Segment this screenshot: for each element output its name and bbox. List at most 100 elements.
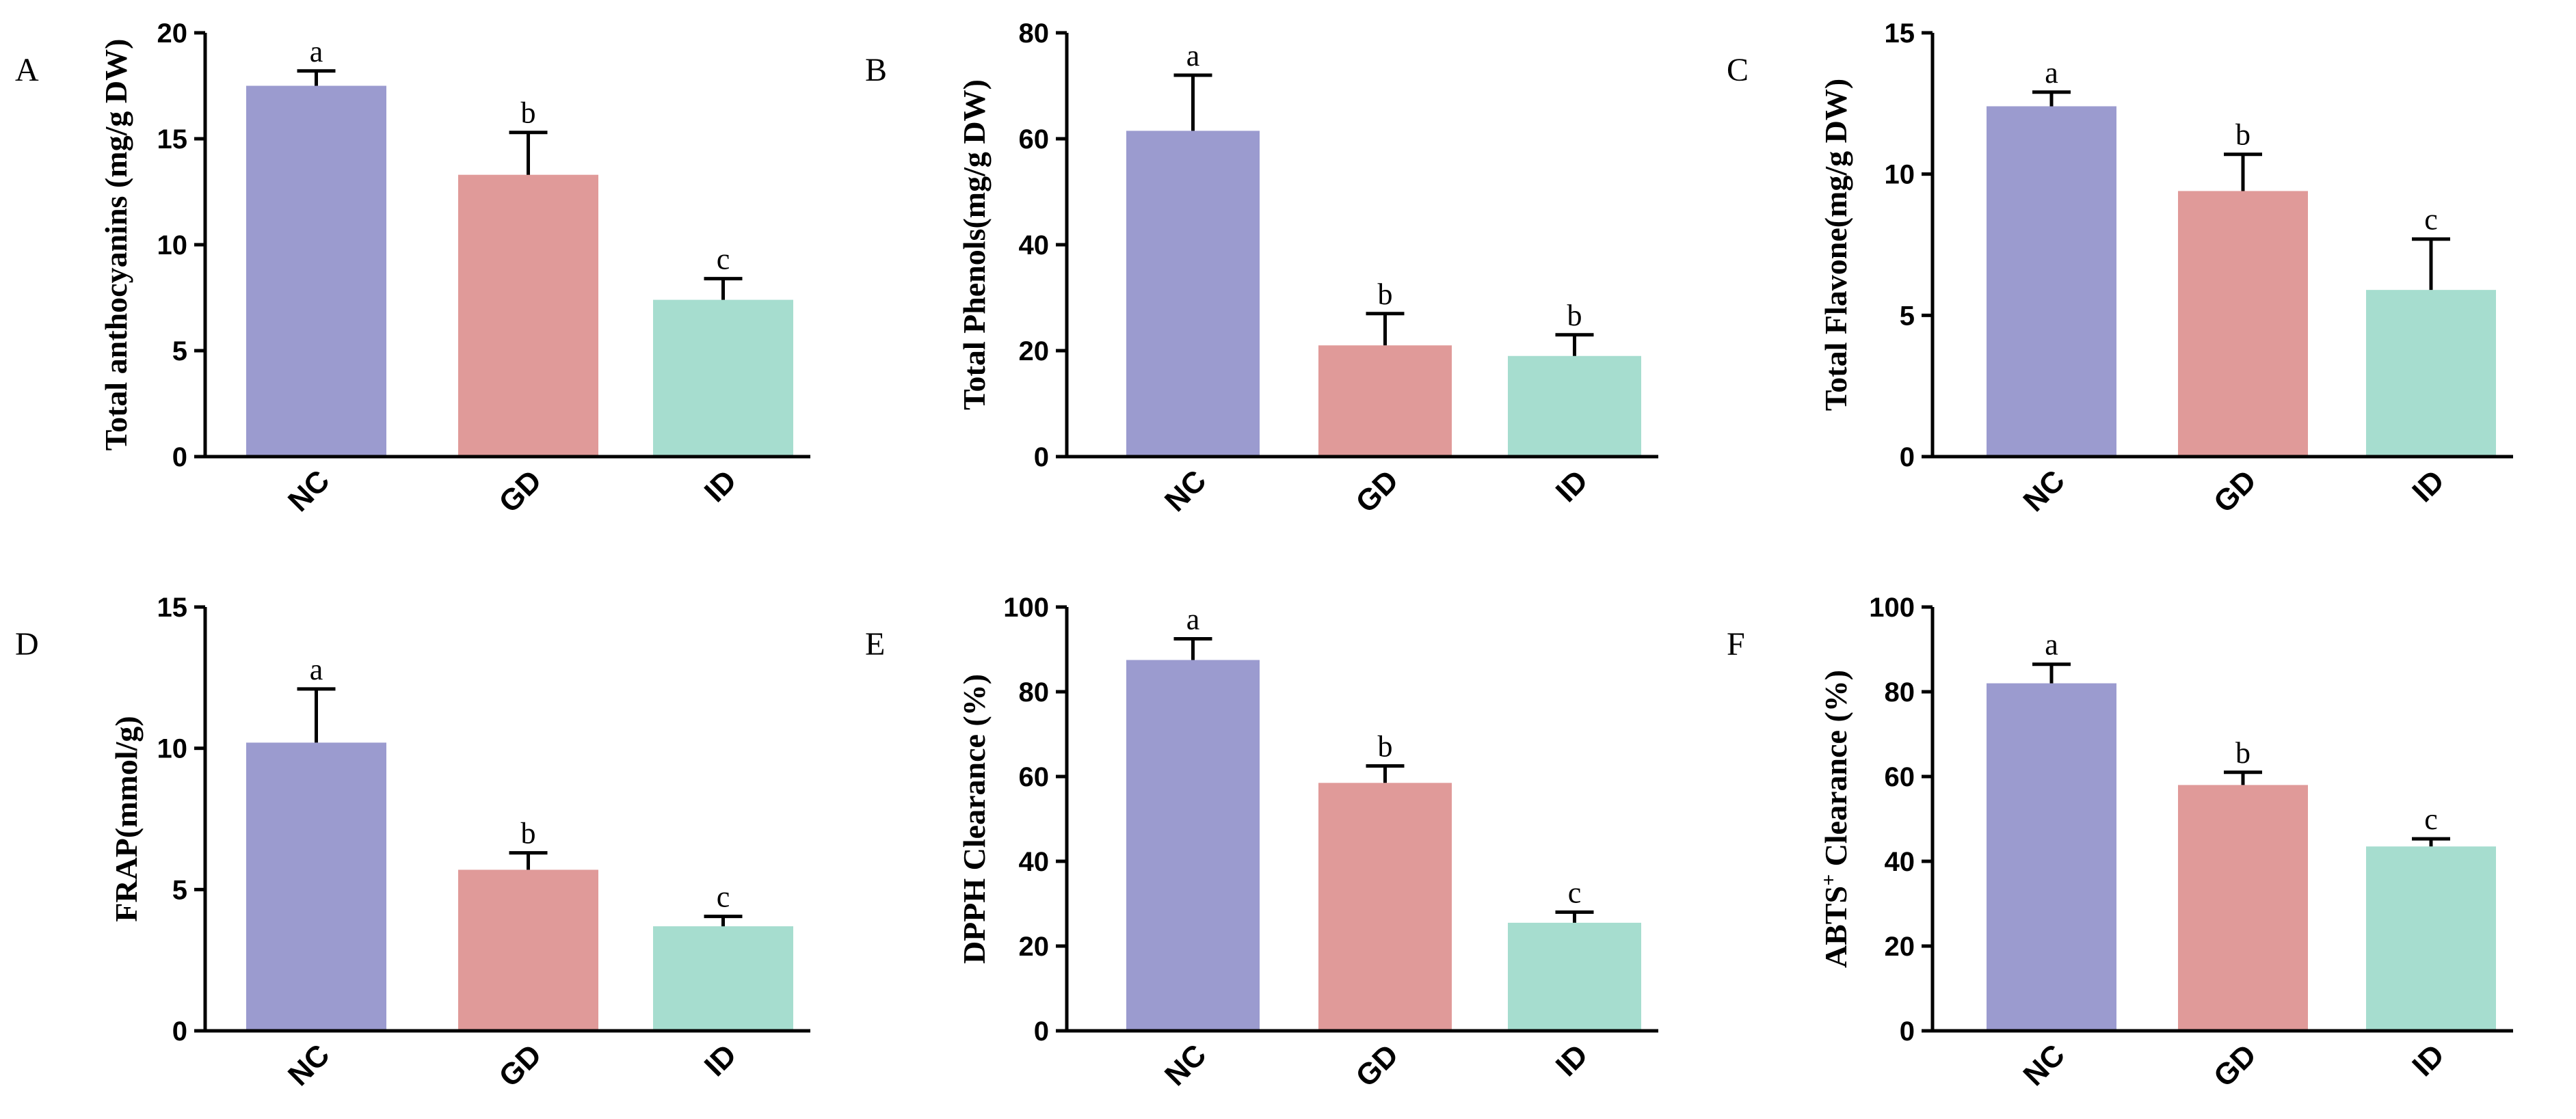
x-tick-label-nc: NC <box>1158 463 1213 518</box>
y-tick-label: 15 <box>157 593 188 623</box>
significance-label-id: c <box>2424 203 2438 237</box>
x-tick-label-id: ID <box>698 463 743 509</box>
bar-nc <box>246 742 386 1031</box>
y-tick-label: 20 <box>1019 932 1050 962</box>
bar-id <box>1508 922 1641 1031</box>
x-tick-label-gd: GD <box>1349 463 1405 519</box>
significance-label-nc: a <box>1186 39 1200 72</box>
error-bar-nc <box>1173 637 1212 660</box>
panel-letter: D <box>15 626 39 662</box>
x-tick-label-nc: NC <box>2017 1038 2071 1092</box>
y-tick-label: 0 <box>172 1016 187 1047</box>
y-tick-label: 0 <box>1034 1016 1049 1047</box>
y-tick-label: 100 <box>1869 593 1915 623</box>
x-tick-label-id: ID <box>2406 1038 2451 1083</box>
error-bar-nc <box>1173 73 1212 131</box>
x-tick-label-nc: NC <box>2017 463 2071 518</box>
y-tick-label: 20 <box>1885 932 1915 962</box>
error-bar-nc <box>297 687 336 743</box>
significance-label-gd: b <box>1378 730 1393 764</box>
y-axis-title: FRAP(mmol/g) <box>109 716 144 921</box>
panel-letter: A <box>15 52 39 88</box>
x-tick-label-id: ID <box>1550 463 1595 509</box>
error-bar-id <box>704 277 743 300</box>
panel-letter: B <box>865 52 887 88</box>
bar-nc <box>1987 106 2116 457</box>
significance-label-id: c <box>1568 876 1582 909</box>
significance-label-gd: b <box>1378 278 1393 311</box>
error-bar-id <box>1555 333 1594 356</box>
y-tick-label: 40 <box>1019 847 1050 877</box>
significance-label-id: b <box>1567 299 1582 332</box>
error-bar-nc <box>297 69 336 86</box>
error-bar-gd <box>509 851 548 870</box>
bar-gd <box>2178 785 2308 1031</box>
significance-label-gd: b <box>2235 736 2250 770</box>
y-tick-label: 100 <box>1003 593 1049 623</box>
bar-gd <box>2178 191 2308 457</box>
y-tick-label: 10 <box>157 230 188 260</box>
significance-label-nc: a <box>2045 628 2058 662</box>
error-bar-id <box>704 915 743 927</box>
error-bar-gd <box>2224 770 2262 785</box>
y-tick-label: 40 <box>1019 230 1050 260</box>
y-tick-label: 20 <box>1019 336 1050 366</box>
y-tick-label: 15 <box>157 124 188 154</box>
significance-label-gd: b <box>521 817 536 850</box>
x-tick-label-nc: NC <box>282 463 336 518</box>
bar-nc <box>1126 131 1260 457</box>
significance-label-nc: a <box>2045 56 2058 90</box>
y-axis-title: Total Phenols(mg/g DW) <box>957 79 992 410</box>
y-tick-label: 60 <box>1019 124 1050 154</box>
y-axis-title: ABTS+ Clearance (%) <box>1818 670 1854 968</box>
bar-id <box>2366 290 2496 457</box>
bar-gd <box>1318 345 1452 457</box>
x-tick-label-gd: GD <box>2207 1038 2263 1093</box>
y-tick-label: 80 <box>1885 677 1915 707</box>
significance-label-gd: b <box>521 96 536 130</box>
significance-label-id: c <box>2424 803 2438 836</box>
x-tick-label-id: ID <box>2406 463 2451 509</box>
x-tick-label-nc: NC <box>1158 1038 1213 1092</box>
bar-gd <box>458 869 598 1031</box>
y-tick-label: 60 <box>1019 762 1050 792</box>
y-tick-label: 20 <box>157 18 188 49</box>
y-axis-title: DPPH Clearance (%) <box>957 674 992 964</box>
panel-letter: F <box>1727 626 1745 662</box>
y-axis-title-superscript: + <box>1818 874 1840 886</box>
bar-id <box>653 299 793 457</box>
bar-gd <box>458 174 598 457</box>
y-tick-label: 80 <box>1019 677 1050 707</box>
x-tick-label-gd: GD <box>2207 463 2263 519</box>
error-bar-nc <box>2032 90 2071 107</box>
y-tick-label: 0 <box>1900 442 1915 472</box>
significance-label-nc: a <box>310 653 323 686</box>
y-tick-label: 0 <box>172 442 187 472</box>
panel-letter: E <box>865 626 885 662</box>
error-bar-nc <box>2032 662 2071 684</box>
y-tick-label: 40 <box>1885 847 1915 877</box>
y-tick-label: 80 <box>1019 18 1050 49</box>
error-bar-gd <box>2224 152 2262 191</box>
error-bar-gd <box>509 131 548 175</box>
bar-nc <box>1987 683 2116 1031</box>
bar-nc <box>1126 660 1260 1031</box>
y-tick-label: 60 <box>1885 762 1915 792</box>
y-tick-label: 15 <box>1885 18 1915 49</box>
significance-label-gd: b <box>2235 118 2250 152</box>
significance-label-nc: a <box>310 35 323 68</box>
y-axis-title: Total anthocyanins (mg/g DW) <box>98 39 133 451</box>
x-tick-label-id: ID <box>1550 1038 1595 1083</box>
significance-label-nc: a <box>1186 603 1200 636</box>
error-bar-gd <box>1366 312 1405 346</box>
error-bar-id <box>2412 837 2450 847</box>
y-tick-label: 5 <box>172 336 187 366</box>
chart-panel-d: Da NC b GD c ID 0 5 10 15 FRAP(mmol/g) <box>15 593 810 1094</box>
bar-id <box>653 926 793 1031</box>
x-tick-label-nc: NC <box>282 1038 336 1092</box>
panel-letter: C <box>1727 52 1749 88</box>
error-bar-id <box>1555 910 1594 923</box>
